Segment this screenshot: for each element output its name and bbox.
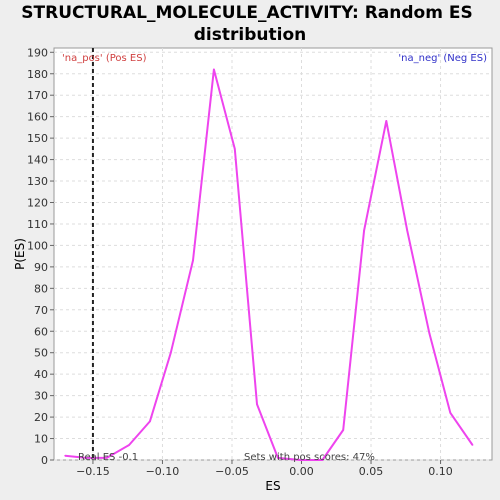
data-point: [106, 457, 108, 459]
data-point: [213, 68, 215, 71]
data-point: [471, 444, 474, 446]
y-tick-label: 0: [41, 454, 48, 467]
y-axis: 0 10 20 30 40 50 60 70 80 90 100 110 120 130 140 150 160…: [27, 46, 54, 467]
data-point: [149, 420, 151, 423]
series-line: [64, 68, 474, 461]
data-point: [128, 444, 130, 446]
x-tick-label: 0.00: [289, 465, 314, 478]
data-point: [85, 457, 87, 459]
legend-neg: 'na_neg' (Neg ES): [398, 53, 487, 64]
plot-area: [53, 47, 493, 461]
data-point: [342, 429, 345, 431]
y-tick-label: 130: [27, 175, 48, 188]
data-point: [385, 120, 388, 122]
y-tick-label: 90: [34, 261, 48, 274]
y-tick-label: 50: [34, 347, 48, 360]
x-axis-label: ES: [265, 479, 280, 493]
x-tick-label: 0.10: [428, 465, 453, 478]
data-point: [299, 459, 301, 461]
data-point: [64, 454, 66, 457]
y-axis-label: P(ES): [13, 238, 27, 270]
data-point: [428, 332, 431, 335]
x-axis: −0.15 −0.10 −0.05 0.00 0.05 0.10: [76, 460, 453, 478]
data-point: [256, 403, 258, 406]
data-point: [321, 459, 324, 461]
y-tick-label: 190: [27, 46, 48, 59]
y-tick-label: 140: [27, 154, 48, 167]
chart-title-line1: STRUCTURAL_MOLECULE_ACTIVITY: Random ES: [21, 3, 472, 23]
data-point: [192, 259, 194, 262]
y-tick-label: 100: [27, 239, 48, 252]
y-tick-label: 70: [34, 304, 48, 317]
x-tick-label: −0.15: [76, 465, 110, 478]
y-tick-label: 180: [27, 68, 48, 81]
data-point: [449, 411, 452, 414]
y-tick-label: 60: [34, 325, 48, 338]
data-point: [277, 457, 279, 459]
y-tick-label: 150: [27, 132, 48, 145]
legend-pos: 'na_pos' (Pos ES): [62, 53, 147, 64]
y-tick-label: 110: [27, 218, 48, 231]
data-point: [406, 229, 408, 232]
y-tick-label: 80: [34, 282, 48, 295]
y-tick-label: 120: [27, 197, 48, 210]
x-tick-label: −0.05: [215, 465, 249, 478]
x-tick-label: −0.10: [146, 465, 180, 478]
data-point: [363, 229, 365, 232]
y-tick-label: 170: [27, 89, 48, 102]
x-tick-label: 0.05: [359, 465, 384, 478]
data-point: [170, 351, 172, 354]
y-tick-label: 20: [34, 411, 48, 424]
y-tick-label: 10: [34, 433, 48, 446]
y-tick-label: 160: [27, 111, 48, 124]
chart-title-line2: distribution: [194, 25, 306, 45]
pos-scores-label: Sets with pos scores: 47%: [244, 452, 375, 463]
y-tick-label: 40: [34, 368, 48, 381]
series-layer: [64, 68, 474, 461]
data-point: [233, 148, 236, 150]
y-tick-label: 30: [34, 390, 48, 403]
real-es-label: Real ES -0.1: [78, 452, 138, 463]
